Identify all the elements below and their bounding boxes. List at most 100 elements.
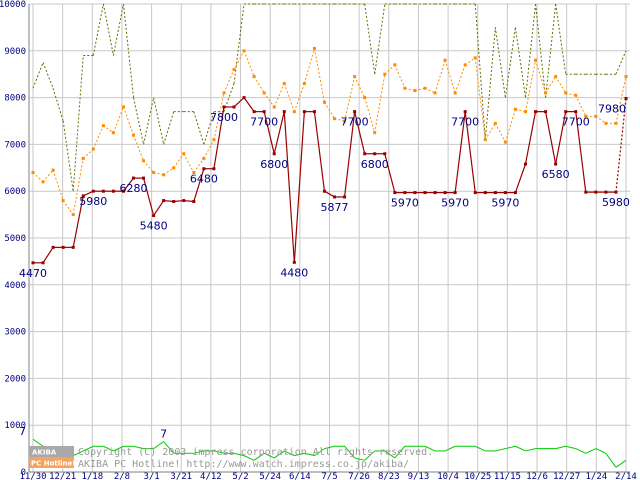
series-1-point (142, 159, 146, 163)
series-1-point (182, 152, 186, 156)
series-1-segment (82, 148, 94, 159)
data-label: 6280 (120, 182, 148, 195)
y-tick-label: 8000 (4, 94, 26, 104)
series-1-segment (122, 106, 134, 136)
series-1-point (162, 173, 166, 177)
series-1-segment (293, 83, 305, 112)
series-3-segment (555, 445, 566, 450)
series-0-point (594, 190, 598, 194)
series-0-segment (283, 111, 295, 263)
series-1-segment (273, 83, 285, 108)
series-1-segment (424, 87, 436, 94)
series-0-point (333, 195, 337, 199)
series-1-segment (32, 172, 44, 183)
series-0-point (121, 189, 125, 193)
series-0-segment (454, 111, 466, 193)
watermark-logo-line2: PC Hotline! (31, 460, 75, 468)
series-0-point (222, 105, 226, 109)
copyright-text: Copyright (C) 2003 impress corporation A… (78, 447, 433, 458)
series-1-point (292, 110, 296, 114)
series-2-segment (233, 3, 245, 84)
series-1-segment (153, 171, 164, 176)
series-1-segment (243, 50, 255, 77)
series-2-segment (615, 50, 627, 75)
series-1-segment (334, 118, 345, 122)
series-1-segment (444, 60, 456, 94)
y-tick-label: 4000 (4, 281, 26, 291)
series-2-segment (143, 97, 155, 145)
series-3-segment (153, 441, 164, 450)
series-1-point (513, 107, 517, 111)
x-tick-label: 9/13 (408, 472, 430, 480)
series-1-point (594, 114, 598, 118)
series-2-segment (163, 111, 175, 145)
series-0-segment (464, 111, 476, 193)
series-0-segment (83, 190, 94, 197)
series-1-segment (595, 115, 607, 124)
x-tick-label: 6/14 (289, 472, 311, 480)
series-0-point (393, 191, 397, 195)
series-3-segment (615, 459, 627, 468)
y-tick-label: 9000 (4, 47, 26, 57)
series-3-segment (384, 450, 396, 459)
series-0-point (363, 152, 367, 156)
series-1-segment (203, 139, 215, 159)
series-3-segment (233, 452, 245, 457)
grid-lines (29, 3, 630, 473)
series-1-point (463, 63, 467, 67)
series-1-segment (143, 160, 154, 173)
x-tick-label: 11/30 (19, 472, 46, 480)
series-2-segment (92, 3, 104, 56)
series-3-segment (575, 448, 587, 454)
series-0-point (353, 110, 357, 114)
series-3-segment (424, 445, 436, 452)
y-tick-label: 5000 (4, 234, 26, 244)
series-1-point (51, 168, 55, 172)
x-tick-label: 5/2 (232, 472, 248, 480)
series-3-segment (243, 455, 255, 461)
series-0-point (302, 110, 306, 114)
series-0-segment (273, 111, 285, 154)
y-tick-label: 3000 (4, 328, 26, 338)
series-2-segment (494, 27, 506, 98)
series-1-point (172, 166, 176, 170)
series-0-point (604, 190, 608, 194)
x-tick-label: 11/15 (494, 472, 521, 480)
data-label: 7700 (250, 116, 278, 129)
data-label: 5970 (491, 197, 519, 210)
x-tick-label: 3/1 (143, 472, 159, 480)
x-tick-label: 10/4 (437, 472, 459, 480)
series-0-segment (293, 111, 305, 263)
series-1-point (152, 170, 156, 174)
series-1-point (91, 147, 95, 151)
series-1-segment (133, 134, 145, 161)
series-1-point (383, 72, 387, 76)
series-0-segment (153, 200, 165, 216)
series-3-segment (475, 445, 486, 452)
series-1-point (312, 46, 316, 50)
series-0-point (473, 191, 477, 195)
series-1-point (433, 91, 437, 95)
series-0-segment (263, 111, 275, 154)
x-tick-label: 2/14 (615, 472, 637, 480)
y-tick-label: 6000 (4, 187, 26, 197)
x-tick-label: 10/25 (464, 472, 491, 480)
source-url-text: AKIBA PC Hotline! http://www.watch.impre… (78, 459, 409, 470)
series-0-point (101, 189, 105, 193)
series-0-segment (142, 177, 155, 216)
series-1-point (333, 117, 337, 121)
series-1-segment (414, 87, 426, 92)
series-0-point (132, 176, 136, 180)
series-2-segment (52, 88, 64, 122)
series-3-segment (32, 438, 44, 447)
series-0-segment (233, 97, 245, 108)
data-label: 7800 (210, 111, 238, 124)
series-layer (31, 3, 628, 468)
series-0-point (544, 110, 548, 114)
series-0-segment (384, 153, 396, 193)
series-1-point (81, 156, 85, 160)
series-0-point (624, 97, 628, 101)
series-0-point (493, 191, 497, 195)
series-2-segment (364, 3, 376, 75)
